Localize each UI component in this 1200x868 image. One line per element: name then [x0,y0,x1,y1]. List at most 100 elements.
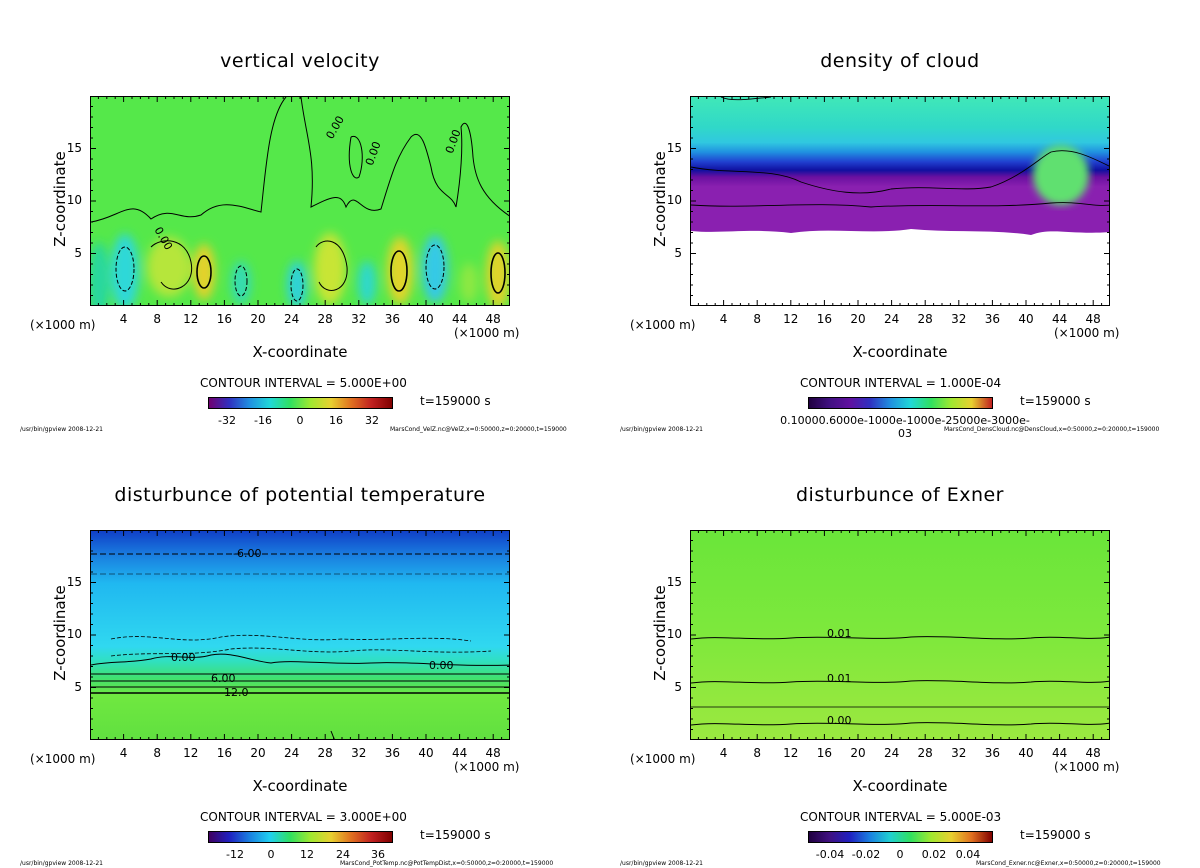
axes-ticks [90,96,510,306]
x-tick-label: 12 [783,746,799,760]
footer-left: /usr/bin/gpview 2008-12-21 [20,860,103,867]
x-tick-label: 28 [917,312,933,326]
contour-label: 12.0 [224,686,249,699]
time-label: t=159000 s [1020,828,1091,842]
contour-interval: CONTOUR INTERVAL = 3.000E+00 [200,810,407,824]
colorbar-tick: 16 [329,414,343,427]
colorbar-tick: 36 [371,848,385,861]
y-tick-label: 10 [66,627,82,641]
x-tick-label: 36 [384,746,401,760]
x-tick-label: 20 [850,312,866,326]
colorbar [208,831,393,843]
plot-area: 0.00 0.00 0.00 0.00 [90,96,510,306]
x-tick-label: 48 [485,312,501,326]
x-tick-label: 20 [850,746,866,760]
y-tick-label: 5 [74,679,82,694]
x-unit-left: (×1000 m) [630,318,696,332]
colorbar [808,397,993,409]
x-tick-label: 44 [451,312,468,326]
contour-label: 0.00 [171,651,196,664]
x-tick-label: 44 [451,746,468,760]
colorbar-tick: -12 [226,848,244,861]
cloud-field [691,97,1109,305]
colorbar-tick: -0.02 [851,848,881,861]
x-tick-label: 4 [119,312,128,326]
x-tick-label: 12 [183,312,199,326]
y-tick-label: 5 [674,679,682,694]
colorbar-tick: 0 [267,848,275,861]
x-tick-label: 36 [984,312,1001,326]
x-axis-label: X-coordinate [852,777,948,795]
x-axis-label: X-coordinate [852,343,948,361]
x-tick-label: 48 [1085,746,1101,760]
contour-label: 0.01 [827,672,852,685]
colorbar-tick: -32 [218,414,236,427]
footer-left: /usr/bin/gpview 2008-12-21 [620,860,703,867]
panel-density-of-cloud: density of cloud [600,0,1200,440]
footer-right: MarsCond_VelZ.nc@VelZ,x=0:50000,z=0:2000… [390,426,567,433]
y-tick-label: 15 [666,574,682,589]
x-tick-label: 8 [753,746,761,760]
x-tick-label: 12 [783,312,799,326]
y-tick-label: 15 [666,140,682,155]
x-tick-label: 32 [351,312,367,326]
axes-ticks [690,530,1110,740]
contour-label: -6.00 [233,547,262,560]
x-tick-label: 36 [984,746,1001,760]
temperature-field [91,531,509,739]
x-axis-label: X-coordinate [252,343,348,361]
x-tick-label: 16 [816,312,833,326]
colorbar-tick: 24 [336,848,350,861]
colorbar-tick: 0 [896,848,904,861]
x-unit-right: (×1000 m) [454,326,520,340]
x-tick-label: 4 [719,312,728,326]
plot-area: 0.01 0.01 0.00 [690,530,1110,740]
footer-left: /usr/bin/gpview 2008-12-21 [20,426,103,433]
x-unit-right: (×1000 m) [454,760,520,774]
x-axis-label: X-coordinate [252,777,348,795]
x-tick-label: 28 [917,746,933,760]
contour-label: 0.01 [827,627,852,640]
chart-title: disturbunce of potential temperature [114,484,486,506]
colorbar-tick: 0.02 [921,848,947,861]
contour-interval: CONTOUR INTERVAL = 5.000E+00 [200,376,407,390]
y-tick-label: 15 [66,574,82,589]
x-tick-label: 48 [485,746,501,760]
x-tick-label: 24 [883,746,900,760]
x-tick-label: 40 [418,746,434,760]
chart-title: disturbunce of Exner [795,484,1004,506]
x-tick-label: 40 [1018,312,1034,326]
contour-label: 0.00 [827,714,852,727]
velocity-field [91,97,509,305]
contour-label: 0.00 [429,659,454,672]
x-tick-label: 20 [250,746,266,760]
x-tick-label: 24 [883,312,900,326]
x-tick-label: 8 [153,746,161,760]
axes-ticks [90,530,510,740]
x-unit-left: (×1000 m) [30,318,96,332]
x-tick-label: 24 [283,312,300,326]
x-tick-label: 20 [250,312,266,326]
x-tick-label: 16 [216,312,233,326]
x-tick-label: 12 [183,746,199,760]
chart-title: vertical velocity [220,50,380,72]
x-tick-label: 16 [816,746,833,760]
x-tick-label: 32 [951,746,967,760]
exner-field [691,531,1109,739]
x-unit-right: (×1000 m) [1054,326,1120,340]
x-tick-label: 16 [216,746,233,760]
x-tick-label: 32 [351,746,367,760]
x-tick-label: 48 [1085,312,1101,326]
footer-left: /usr/bin/gpview 2008-12-21 [620,426,703,433]
x-tick-label: 44 [1051,312,1068,326]
x-tick-label: 36 [384,312,401,326]
x-tick-label: 40 [1018,746,1034,760]
colorbar-tick: 0.04 [955,848,981,861]
panel-vertical-velocity: vertical velocity [0,0,600,434]
time-label: t=159000 s [420,394,491,408]
colorbar [808,831,993,843]
colorbar-tick: -16 [254,414,272,427]
footer-right: MarsCond_Exner.nc@Exner,x=0:50000,z=0:20… [976,860,1161,867]
x-tick-label: 8 [153,312,161,326]
axes-ticks [690,96,1110,306]
